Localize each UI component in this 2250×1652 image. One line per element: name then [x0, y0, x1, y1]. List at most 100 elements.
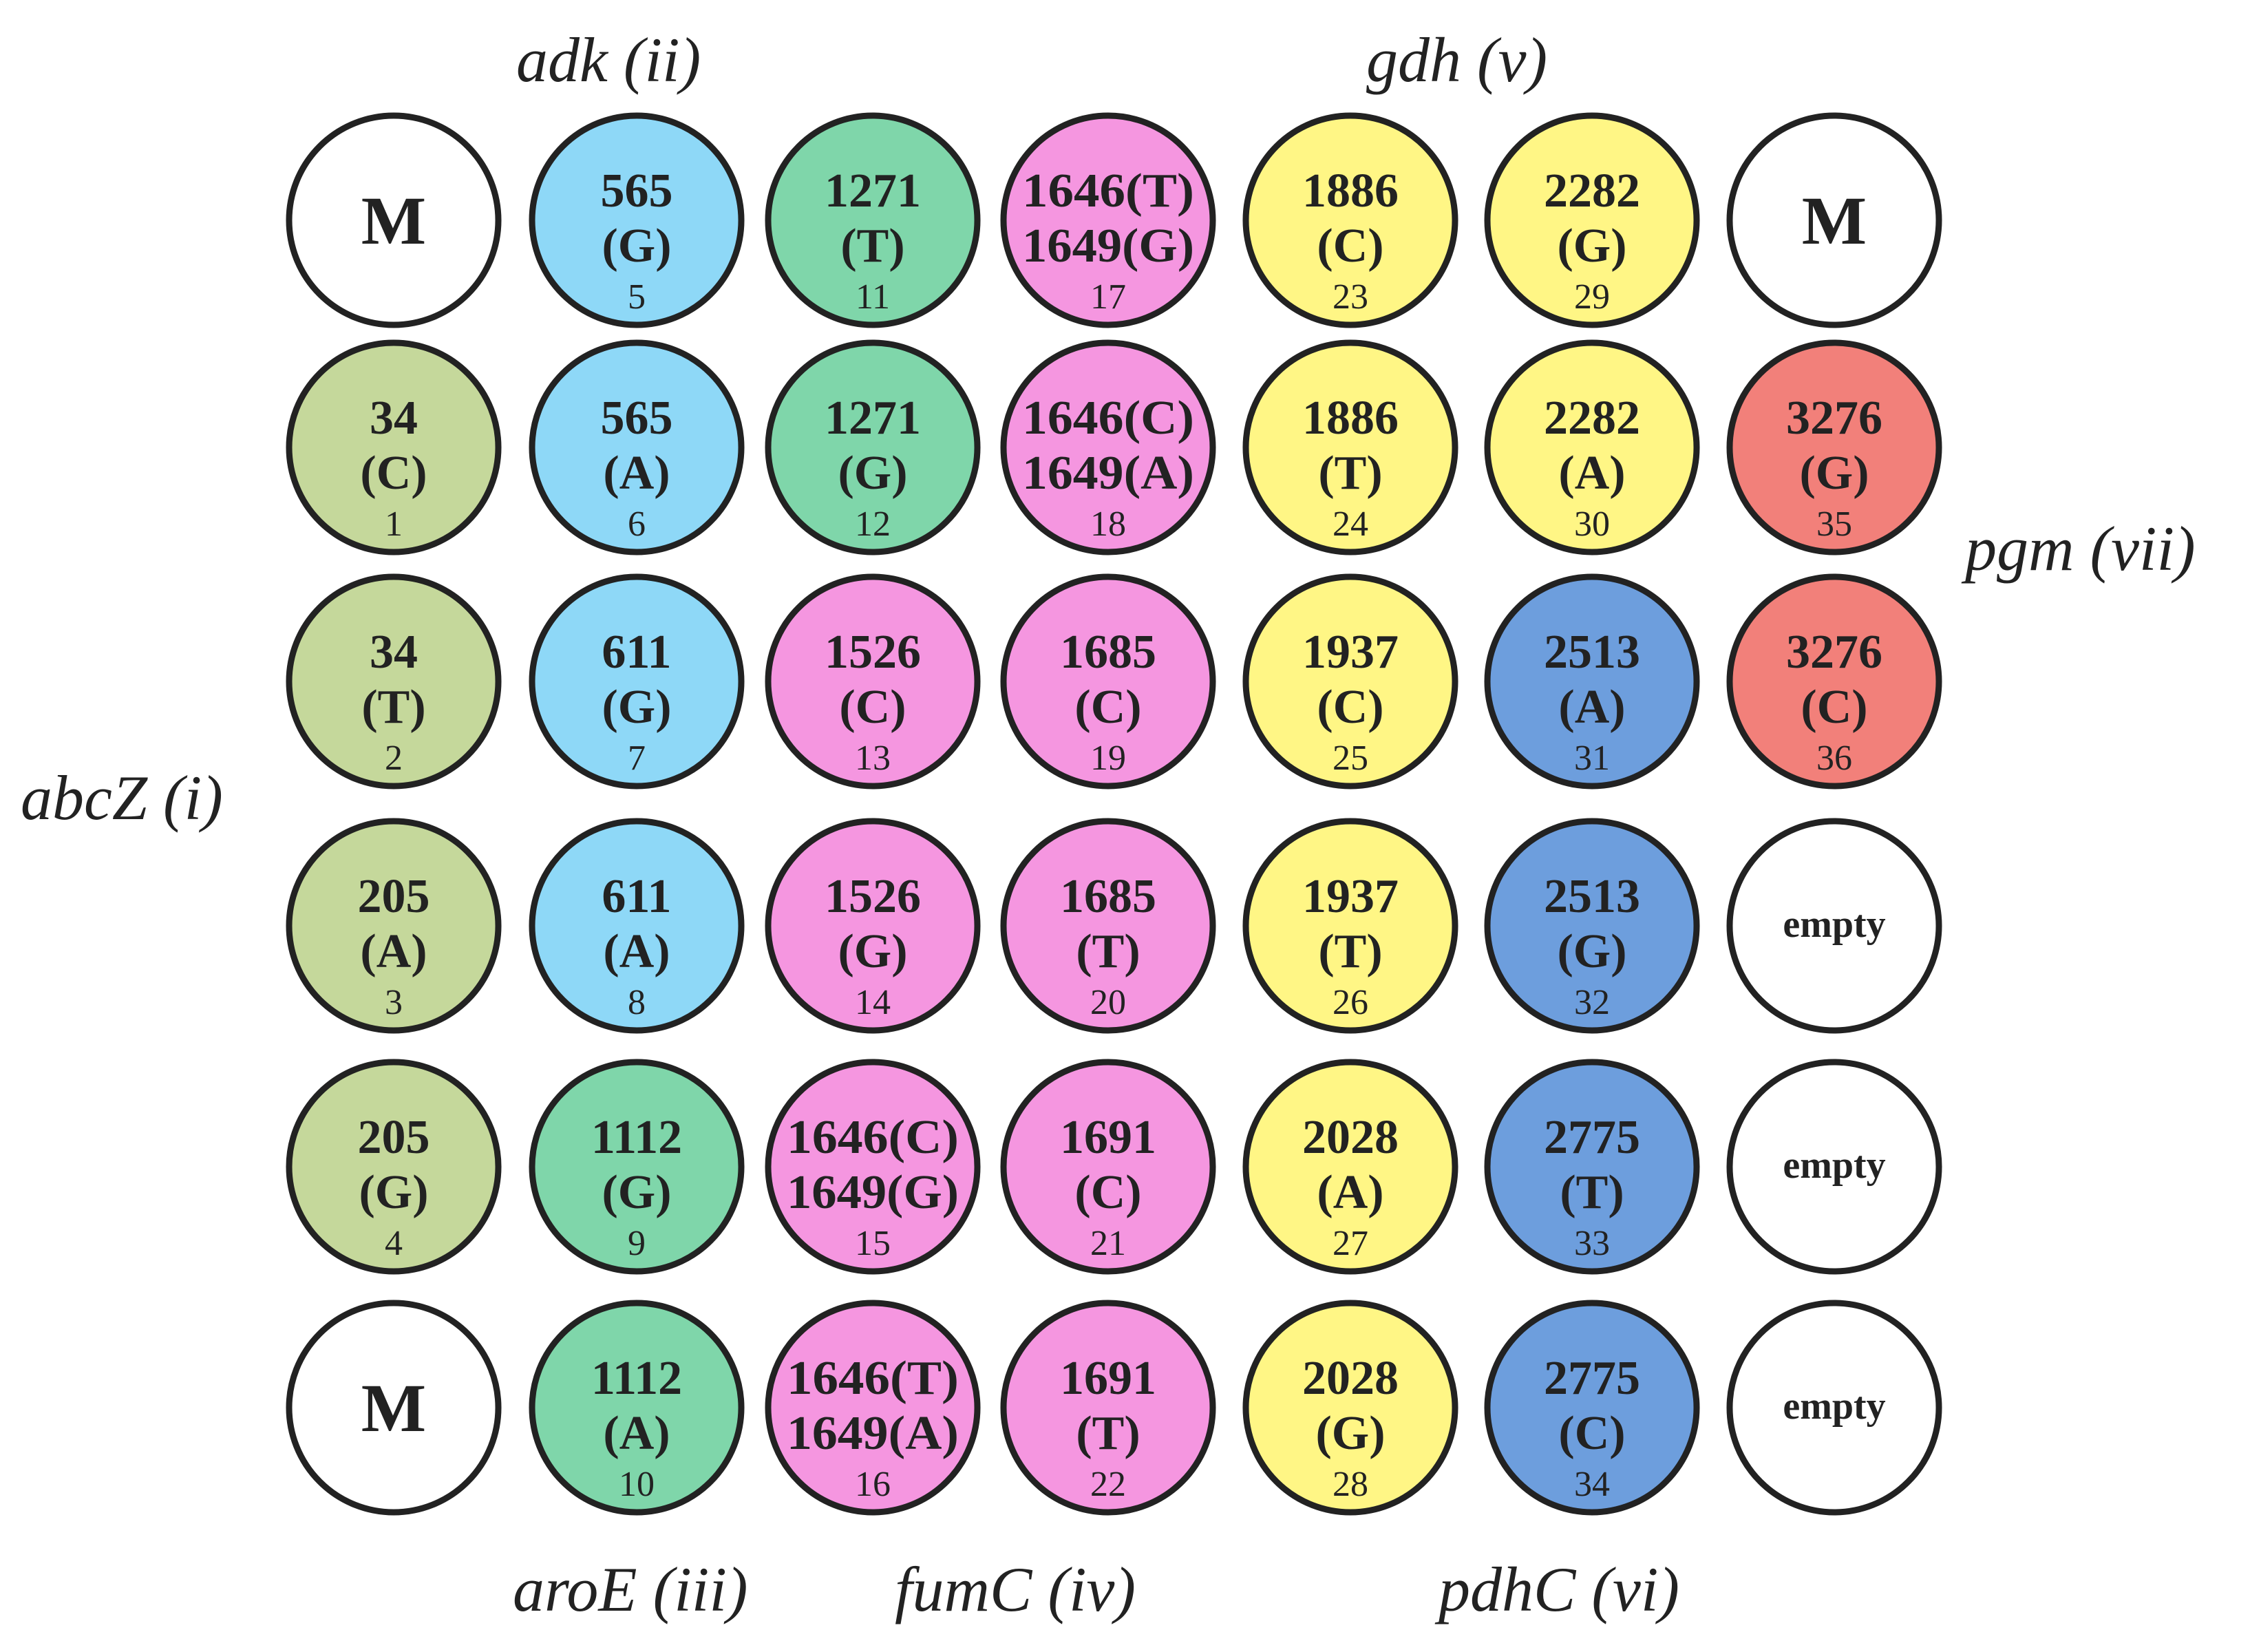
well-circle [1726, 573, 1942, 790]
marker-label: M [361, 1370, 426, 1446]
well-number: 16 [855, 1465, 891, 1504]
well-position: 1646(C) [1022, 392, 1194, 445]
well-number: 5 [628, 277, 646, 317]
well-position: 1691 [1060, 1352, 1156, 1405]
well: empty [1726, 1059, 1942, 1275]
well-number: 19 [1090, 739, 1126, 778]
well-number: 34 [1574, 1465, 1610, 1504]
well-circle [1242, 339, 1458, 555]
well-allele: (T) [1076, 925, 1140, 978]
well-position: 1937 [1302, 626, 1399, 679]
well-circle [1000, 112, 1216, 328]
well-number: 13 [855, 739, 891, 778]
well: M [286, 112, 502, 328]
well-position: 34 [370, 626, 418, 679]
well-number: 25 [1333, 739, 1368, 778]
well: empty [1726, 818, 1942, 1034]
well-circle [1242, 112, 1458, 328]
well-number: 20 [1090, 983, 1126, 1022]
well-circle [1726, 339, 1942, 555]
well-position: 1691 [1060, 1111, 1156, 1164]
well: 2282(A) 30 [1484, 339, 1700, 555]
well: M [286, 1300, 502, 1516]
well-allele: 1649(G) [787, 1166, 959, 1219]
well-circle [286, 339, 502, 555]
well-number: 8 [628, 983, 646, 1022]
well-circle [1000, 1300, 1216, 1516]
well-position: 205 [358, 870, 430, 923]
well: 611(G) 7 [529, 573, 745, 790]
well: 611(A) 8 [529, 818, 745, 1034]
well-number: 23 [1333, 277, 1368, 317]
well: 1937(T) 26 [1242, 818, 1458, 1034]
well-number: 28 [1333, 1465, 1368, 1504]
well: 2028(A) 27 [1242, 1059, 1458, 1275]
well-position: 565 [601, 392, 673, 445]
well-position: 2028 [1302, 1111, 1399, 1164]
well-allele: (T) [361, 681, 425, 734]
well-position: 1886 [1302, 392, 1399, 445]
well: 1646(C)1649(G) 15 [765, 1059, 981, 1275]
well-circle [1000, 573, 1216, 790]
well-circle [765, 112, 981, 328]
well: 1526(C) 13 [765, 573, 981, 790]
well-position: 3276 [1786, 392, 1882, 445]
well-position: 1271 [825, 165, 921, 218]
well-allele: (T) [1318, 925, 1382, 978]
well: 205(G) 4 [286, 1059, 502, 1275]
well-allele: (G) [602, 1166, 671, 1219]
well-allele: (C) [1317, 681, 1383, 734]
well-position: 1526 [825, 870, 921, 923]
well: 1271(G) 12 [765, 339, 981, 555]
well-number: 2 [385, 739, 403, 778]
well: 565(A) 6 [529, 339, 745, 555]
well-position: 34 [370, 392, 418, 445]
well-position: 1937 [1302, 870, 1399, 923]
well-circle [1000, 339, 1216, 555]
well-number: 7 [628, 739, 646, 778]
well-position: 1886 [1302, 165, 1399, 218]
well-allele: (G) [838, 925, 907, 978]
well-allele: (A) [1558, 681, 1625, 734]
well: 1685(C) 19 [1000, 573, 1216, 790]
well-position: 611 [602, 870, 671, 923]
well-number: 26 [1333, 983, 1368, 1022]
well-number: 22 [1090, 1465, 1126, 1504]
well-number: 33 [1574, 1224, 1610, 1263]
well-circle [765, 573, 981, 790]
well-allele: (T) [840, 220, 904, 273]
well-circle [1484, 1059, 1700, 1275]
marker-label: M [361, 182, 426, 259]
well-circle [765, 818, 981, 1034]
well: 2028(G) 28 [1242, 1300, 1458, 1516]
well-circle [1726, 1300, 1942, 1516]
well-position: 3276 [1786, 626, 1882, 679]
gene-label-pdhC: pdhC (vi) [1434, 1554, 1679, 1624]
well-number: 21 [1090, 1224, 1126, 1263]
well-circle [1726, 112, 1942, 328]
well-position: 1685 [1060, 626, 1156, 679]
well-circle [1484, 339, 1700, 555]
well-number: 3 [385, 983, 403, 1022]
well-circle [1484, 573, 1700, 790]
well: 34(T) 2 [286, 573, 502, 790]
well-position: 1526 [825, 626, 921, 679]
well: 1271(T)11 [765, 112, 981, 328]
well-circle [1000, 818, 1216, 1034]
well: 1112(G) 9 [529, 1059, 745, 1275]
well-circle [765, 1300, 981, 1516]
well-circle [765, 1059, 981, 1275]
well-allele: 1649(A) [1022, 447, 1194, 500]
empty-label: empty [1783, 1385, 1885, 1428]
well-number: 32 [1574, 983, 1610, 1022]
well-allele: (C) [1801, 681, 1867, 734]
well-circle [1484, 112, 1700, 328]
well-number: 1 [385, 505, 403, 544]
well-number: 12 [855, 505, 891, 544]
empty-label: empty [1783, 903, 1885, 946]
well: 3276(C) 36 [1726, 573, 1942, 790]
well-allele: (T) [1076, 1407, 1140, 1460]
well-circle [1726, 1059, 1942, 1275]
well: 1886(C)23 [1242, 112, 1458, 328]
